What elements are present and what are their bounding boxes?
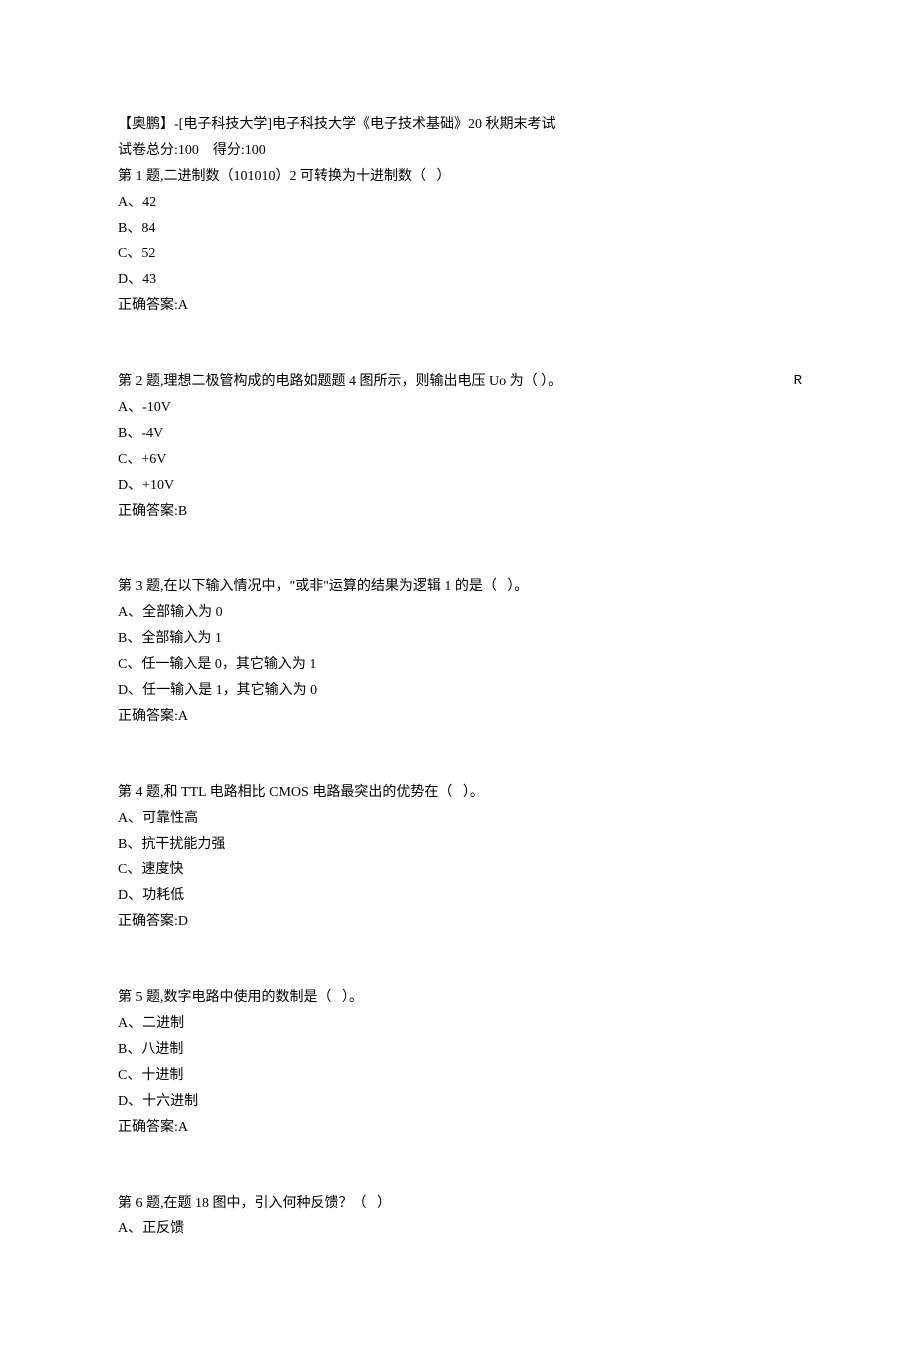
option-b: B、-4V [118, 421, 802, 447]
option-b: B、全部输入为 1 [118, 626, 802, 652]
exam-title: 【奥鹏】-[电子科技大学]电子科技大学《电子技术基础》20 秋期末考试 [118, 112, 802, 138]
option-a: A、二进制 [118, 1011, 802, 1037]
answer-line: 正确答案:A [118, 1115, 802, 1141]
answer-line: 正确答案:B [118, 499, 802, 525]
option-d: D、+10V [118, 473, 802, 499]
header-block: 【奥鹏】-[电子科技大学]电子科技大学《电子技术基础》20 秋期末考试 试卷总分… [118, 112, 802, 319]
option-a: A、全部输入为 0 [118, 600, 802, 626]
question-prompt: 第 5 题,数字电路中使用的数制是（ ）。 [118, 985, 802, 1011]
prompt-suffix: R [794, 369, 802, 395]
option-a: A、42 [118, 190, 802, 216]
question-prompt: 第 3 题,在以下输入情况中，"或非"运算的结果为逻辑 1 的是（ ）。 [118, 574, 802, 600]
question-prompt: 第 1 题,二进制数（101010）2 可转换为十进制数（ ） [118, 164, 802, 190]
option-c: C、速度快 [118, 857, 802, 883]
answer-line: 正确答案:A [118, 704, 802, 730]
question-prompt-row: 第 2 题,理想二极管构成的电路如题题 4 图所示，则输出电压 Uo 为（ ）。… [118, 369, 802, 395]
question-block-5: 第 5 题,数字电路中使用的数制是（ ）。 A、二进制 B、八进制 C、十进制 … [118, 985, 802, 1140]
question-prompt: 第 4 题,和 TTL 电路相比 CMOS 电路最突出的优势在（ ）。 [118, 780, 802, 806]
score-line: 试卷总分:100 得分:100 [118, 138, 802, 164]
option-b: B、84 [118, 216, 802, 242]
question-block-6: 第 6 题,在题 18 图中，引入何种反馈？（ ） A、正反馈 [118, 1191, 802, 1243]
question-block-4: 第 4 题,和 TTL 电路相比 CMOS 电路最突出的优势在（ ）。 A、可靠… [118, 780, 802, 935]
answer-line: 正确答案:D [118, 909, 802, 935]
answer-line: 正确答案:A [118, 293, 802, 319]
option-d: D、43 [118, 267, 802, 293]
option-a: A、正反馈 [118, 1216, 802, 1242]
question-prompt: 第 6 题,在题 18 图中，引入何种反馈？（ ） [118, 1191, 802, 1217]
option-c: C、十进制 [118, 1063, 802, 1089]
option-c: C、任一输入是 0，其它输入为 1 [118, 652, 802, 678]
question-block-2: 第 2 题,理想二极管构成的电路如题题 4 图所示，则输出电压 Uo 为（ ）。… [118, 369, 802, 524]
option-c: C、52 [118, 241, 802, 267]
option-c: C、+6V [118, 447, 802, 473]
option-b: B、八进制 [118, 1037, 802, 1063]
option-b: B、抗干扰能力强 [118, 832, 802, 858]
question-prompt: 第 2 题,理想二极管构成的电路如题题 4 图所示，则输出电压 Uo 为（ ）。 [118, 369, 562, 395]
option-a: A、-10V [118, 395, 802, 421]
option-d: D、功耗低 [118, 883, 802, 909]
option-d: D、十六进制 [118, 1089, 802, 1115]
option-a: A、可靠性高 [118, 806, 802, 832]
question-block-3: 第 3 题,在以下输入情况中，"或非"运算的结果为逻辑 1 的是（ ）。 A、全… [118, 574, 802, 729]
option-d: D、任一输入是 1，其它输入为 0 [118, 678, 802, 704]
